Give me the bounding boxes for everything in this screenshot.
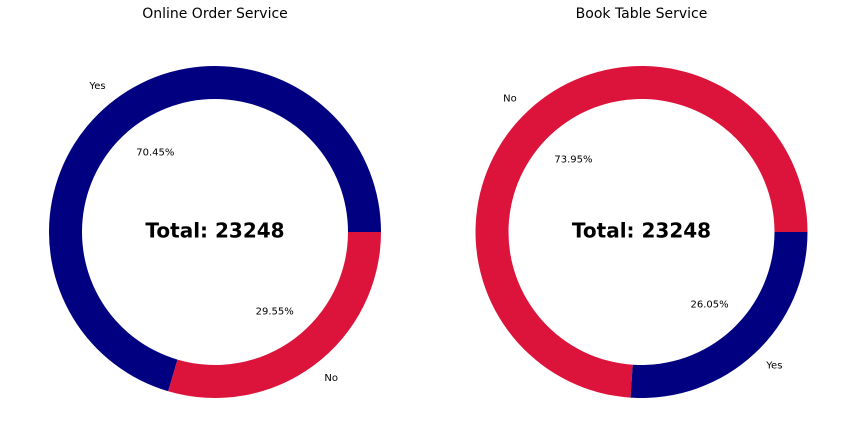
center-total-label: Total: 23248 xyxy=(572,219,711,243)
book-table-donut-chart: Book Table Service No 73.95% Yes 26.05% Tot… xyxy=(475,6,808,398)
slice-label-yes: Yes xyxy=(88,81,105,92)
center-total-label: Total: 23248 xyxy=(145,219,284,243)
percentage-label-no: 73.95% xyxy=(554,154,592,165)
percentage-label-yes: 70.45% xyxy=(136,147,174,158)
percentage-label-no: 29.55% xyxy=(256,307,294,318)
slice-label-yes: Yes xyxy=(765,360,782,371)
online-order-donut-chart: Online Order Service Yes 70.45% No 29.55% T… xyxy=(48,6,382,398)
chart-title: Book Table Service xyxy=(576,6,708,22)
percentage-label-yes: 26.05% xyxy=(690,300,728,311)
slice-label-no: No xyxy=(503,94,517,105)
slice-label-no: No xyxy=(324,373,338,384)
donut-slice-yes xyxy=(630,232,808,398)
donut-slice-no xyxy=(168,232,381,398)
chart-title: Online Order Service xyxy=(142,6,288,22)
